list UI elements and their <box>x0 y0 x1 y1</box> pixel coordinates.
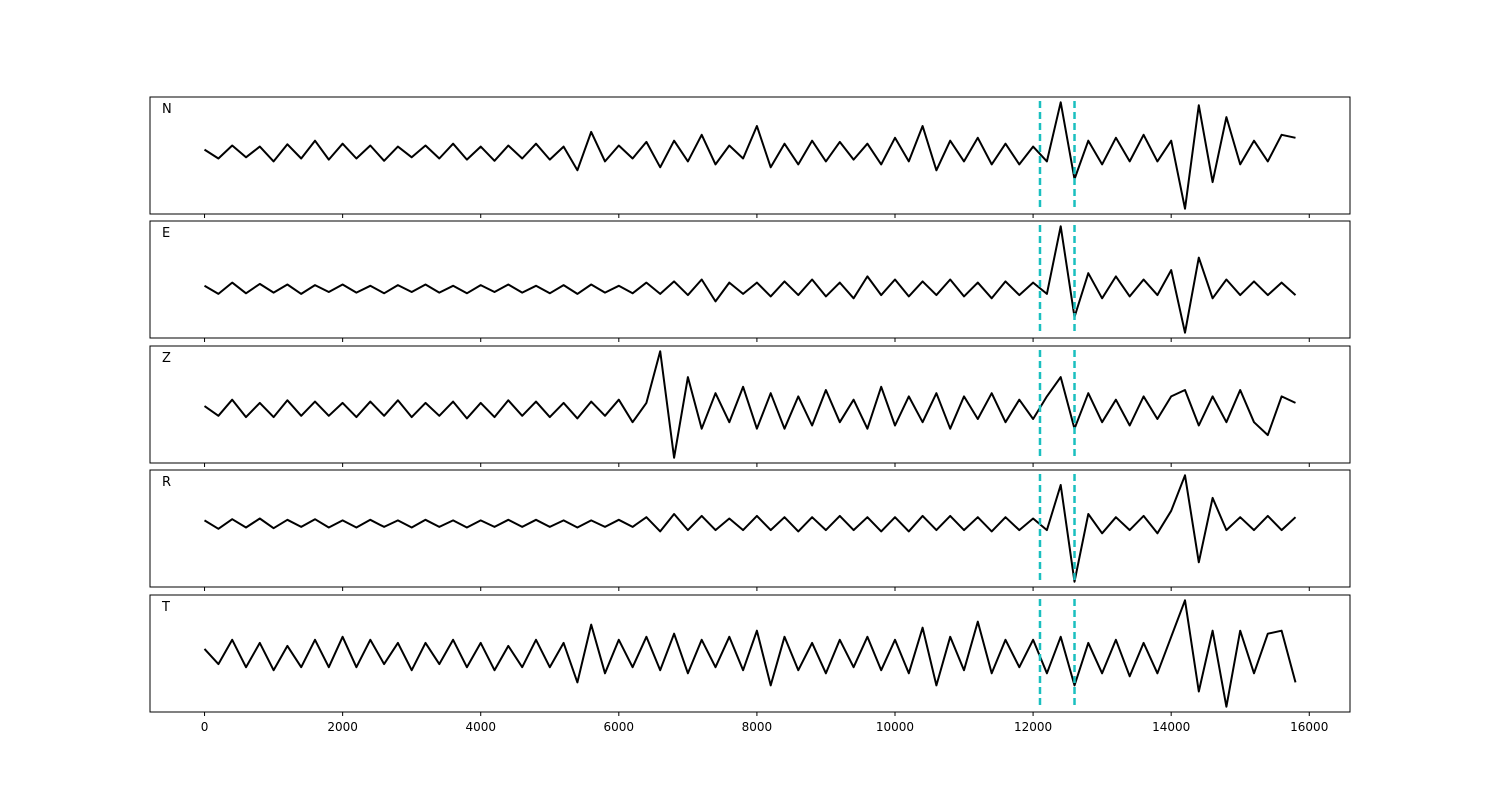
x-tick-label: 4000 <box>465 720 496 734</box>
x-tick-label: 10000 <box>876 720 914 734</box>
panel-t: T 0 2000 4000 6000 8000 10000 12000 14000 16000 <box>149 594 1351 734</box>
x-tick-label: 16000 <box>1290 720 1328 734</box>
axes-frame <box>149 594 1351 713</box>
x-tick-label: 2000 <box>327 720 358 734</box>
panel-label: T <box>161 600 170 615</box>
axes-frame <box>149 469 1351 588</box>
x-tick-label: 12000 <box>1014 720 1052 734</box>
trace-line <box>203 474 1297 583</box>
panel-label: Z <box>162 351 171 366</box>
panel-n: N <box>149 96 1351 218</box>
trace-line <box>203 350 1296 459</box>
axes-frame <box>149 345 1351 464</box>
trace-line <box>203 101 1296 210</box>
panel-z: Z <box>149 345 1351 467</box>
x-tick-label: 0 <box>201 720 209 734</box>
panel-label: N <box>162 102 172 117</box>
axes-frame <box>149 96 1351 215</box>
trace-line <box>203 225 1297 334</box>
panel-e: E <box>149 220 1351 342</box>
axes-frame <box>149 220 1351 339</box>
x-tick-label: 14000 <box>1152 720 1190 734</box>
panel-label: E <box>162 226 170 241</box>
x-tick-label: 8000 <box>742 720 773 734</box>
trace-line <box>203 599 1297 708</box>
x-tick-label: 6000 <box>604 720 635 734</box>
panel-r: R <box>149 469 1351 591</box>
panel-label: R <box>162 475 171 490</box>
